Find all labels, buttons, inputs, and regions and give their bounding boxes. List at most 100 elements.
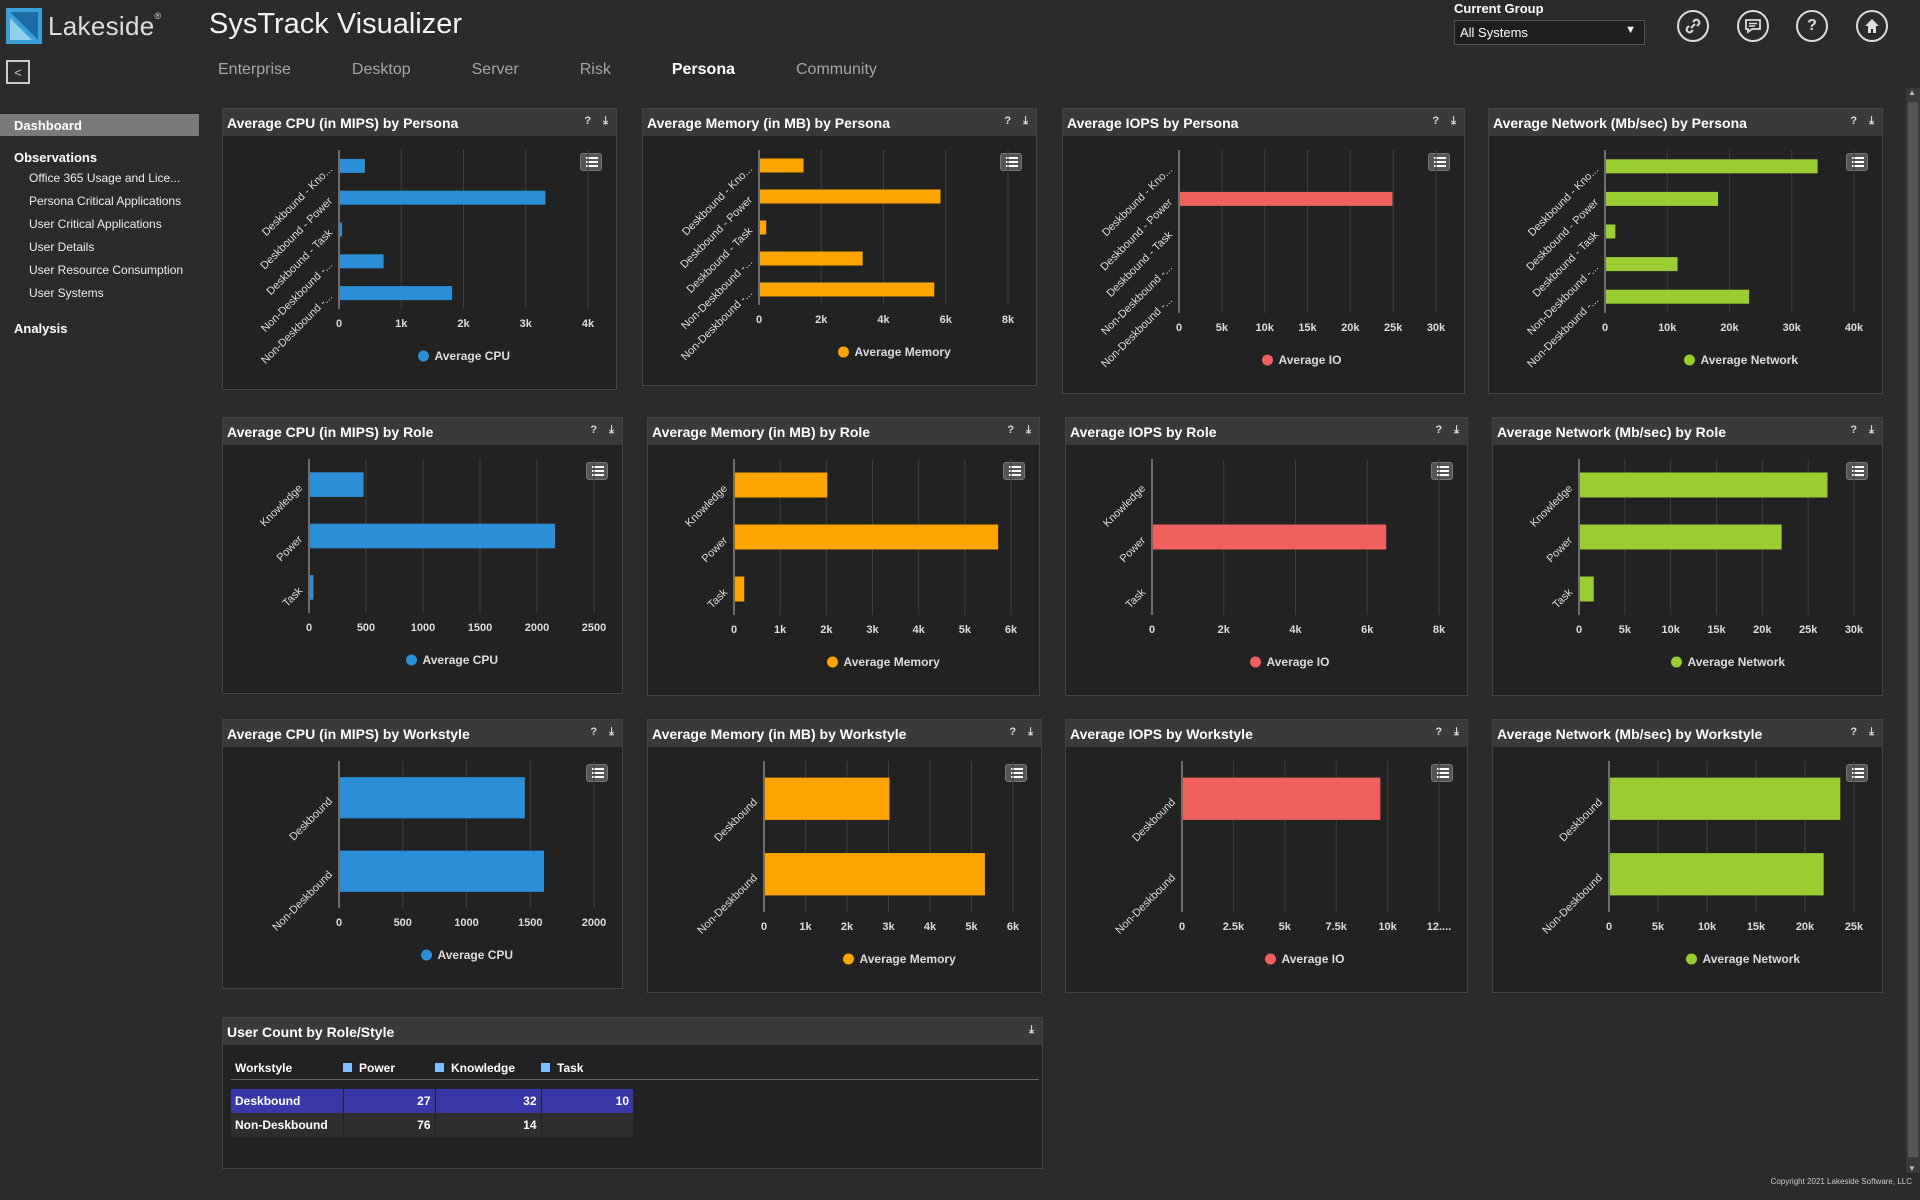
chart-menu-icon[interactable] [1428,153,1450,171]
download-icon[interactable]: ⤓ [1026,424,1031,436]
download-icon[interactable]: ⤓ [1454,726,1459,738]
download-icon[interactable]: ⤓ [603,115,608,127]
bar[interactable] [765,777,890,820]
bar[interactable] [310,575,314,600]
sidebar-analysis-heading[interactable]: Analysis [14,321,68,336]
bar[interactable] [1153,524,1387,550]
tab-persona[interactable]: Persona [671,61,735,78]
help-icon[interactable]: ? [1432,115,1440,127]
current-group-select[interactable]: All Systems ▼ [1454,20,1645,45]
bar[interactable] [735,524,999,550]
bar[interactable] [340,286,453,301]
download-icon[interactable]: ⤓ [1029,1024,1034,1036]
sidebar-item-dashboard[interactable]: Dashboard [0,114,199,136]
chart-menu-icon[interactable] [1005,764,1027,782]
column-header-knowledge[interactable]: Knowledge [435,1057,541,1079]
help-icon[interactable]: ? [1850,726,1858,738]
help-icon[interactable]: ? [590,424,598,436]
bar[interactable] [1180,191,1393,206]
chart-menu-icon[interactable] [580,153,602,171]
bar[interactable] [1580,576,1594,602]
download-icon[interactable]: ⤓ [609,424,614,436]
bar[interactable] [1606,289,1750,304]
help-icon[interactable]: ? [1796,10,1828,42]
bar[interactable] [1606,257,1678,272]
sidebar-item-user-resource-consumption[interactable]: User Resource Consumption [29,263,184,277]
download-icon[interactable]: ⤓ [609,726,614,738]
help-icon[interactable]: ? [1009,726,1017,738]
bar[interactable] [760,189,941,204]
bar[interactable] [340,777,525,819]
chart-menu-icon[interactable] [586,462,608,480]
sidebar-item-persona-critical-apps[interactable]: Persona Critical Applications [29,194,182,208]
download-icon[interactable]: ⤓ [1869,726,1874,738]
bar[interactable] [1580,472,1828,498]
bar[interactable] [735,472,828,498]
sidebar-observations-heading[interactable]: Observations [14,150,98,165]
chart-menu-icon[interactable] [1431,764,1453,782]
bar[interactable] [340,190,546,205]
bar[interactable] [735,576,745,602]
tab-desktop[interactable]: Desktop [351,61,411,78]
chart-menu-icon[interactable] [1003,462,1025,480]
tab-server[interactable]: Server [471,61,519,78]
bar[interactable] [310,472,364,497]
chart-menu-icon[interactable] [1846,153,1868,171]
download-icon[interactable]: ⤓ [1454,424,1459,436]
bar[interactable] [340,222,342,237]
chat-icon[interactable] [1737,10,1769,42]
download-icon[interactable]: ⤓ [1023,115,1028,127]
link-icon[interactable] [1677,10,1709,42]
chart-menu-icon[interactable] [1846,462,1868,480]
tab-risk[interactable]: Risk [579,61,611,78]
home-icon[interactable] [1856,10,1888,42]
help-icon[interactable]: ? [1435,424,1443,436]
bar[interactable] [765,853,985,896]
column-header[interactable]: Workstyle [235,1060,293,1075]
bar[interactable] [340,850,544,892]
bar[interactable] [340,254,384,269]
column-header-task[interactable]: Task [541,1057,633,1079]
bar[interactable] [1610,777,1841,820]
lakeside-logo[interactable]: Lakeside® [6,6,166,46]
help-icon[interactable]: ? [584,115,592,127]
sidebar-item-office365[interactable]: Office 365 Usage and Lice... [29,171,181,185]
download-icon[interactable]: ⤓ [1869,424,1874,436]
bar[interactable] [1610,853,1824,896]
column-header-power[interactable]: Power [343,1057,435,1079]
chart-menu-icon[interactable] [1431,462,1453,480]
bar[interactable] [760,282,935,297]
bar[interactable] [760,220,767,235]
download-icon[interactable]: ⤓ [1451,115,1456,127]
help-icon[interactable]: ? [1850,115,1858,127]
bar[interactable] [1183,777,1381,820]
scrollbar-thumb[interactable] [1908,102,1918,1157]
bar[interactable] [310,523,556,549]
download-icon[interactable]: ⤓ [1869,115,1874,127]
sidebar-item-user-details[interactable]: User Details [29,240,95,254]
bar[interactable] [1606,191,1719,206]
bar[interactable] [1580,524,1782,550]
tab-community[interactable]: Community [796,61,877,78]
bar[interactable] [760,158,804,173]
help-icon[interactable]: ? [590,726,598,738]
chart-menu-icon[interactable] [1000,153,1022,171]
help-icon[interactable]: ? [1850,424,1858,436]
bar[interactable] [760,251,863,266]
chart-menu-icon[interactable] [586,764,608,782]
collapse-sidebar-button[interactable]: < [6,60,30,84]
help-icon[interactable]: ? [1007,424,1015,436]
tab-enterprise[interactable]: Enterprise [218,61,291,78]
help-icon[interactable]: ? [1004,115,1012,127]
bar[interactable] [340,158,365,173]
chart-menu-icon[interactable] [1846,764,1868,782]
help-icon[interactable]: ? [1435,726,1443,738]
sidebar-item-user-systems[interactable]: User Systems [29,286,104,300]
download-icon[interactable]: ⤓ [1028,726,1033,738]
bar[interactable] [1606,159,1818,174]
page-scrollbar[interactable]: ▲ ▼ [1906,88,1920,1173]
table-row[interactable]: Non-Deskbound 76 14 [231,1113,1039,1137]
bar[interactable] [1606,224,1616,239]
sidebar-item-user-critical-apps[interactable]: User Critical Applications [29,217,162,231]
table-row[interactable]: Deskbound 27 32 10 [231,1089,1039,1113]
